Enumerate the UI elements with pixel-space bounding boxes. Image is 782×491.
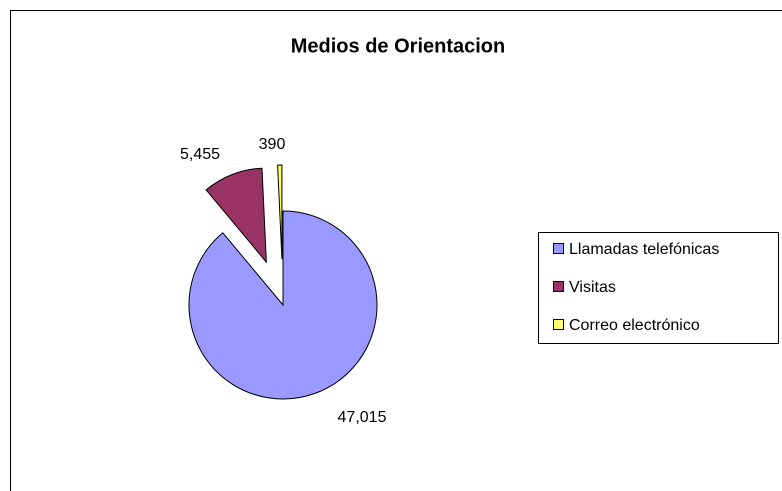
legend-label: Llamadas telefónicas: [569, 241, 719, 258]
legend-box: [538, 232, 779, 344]
data-label: 47,015: [338, 409, 387, 426]
legend-swatch: [553, 281, 564, 292]
pie-slice: [205, 167, 267, 264]
legend-swatch: [553, 319, 564, 330]
pie-slice: [277, 164, 283, 260]
legend-label: Visitas: [569, 279, 616, 296]
legend-swatch: [553, 243, 564, 254]
data-label: 390: [259, 136, 286, 153]
legend-label: Correo electrónico: [569, 317, 700, 334]
chart-title: Medios de Orientacion: [291, 35, 505, 57]
pie-slice: [188, 210, 378, 400]
data-label: 5,455: [180, 146, 220, 163]
